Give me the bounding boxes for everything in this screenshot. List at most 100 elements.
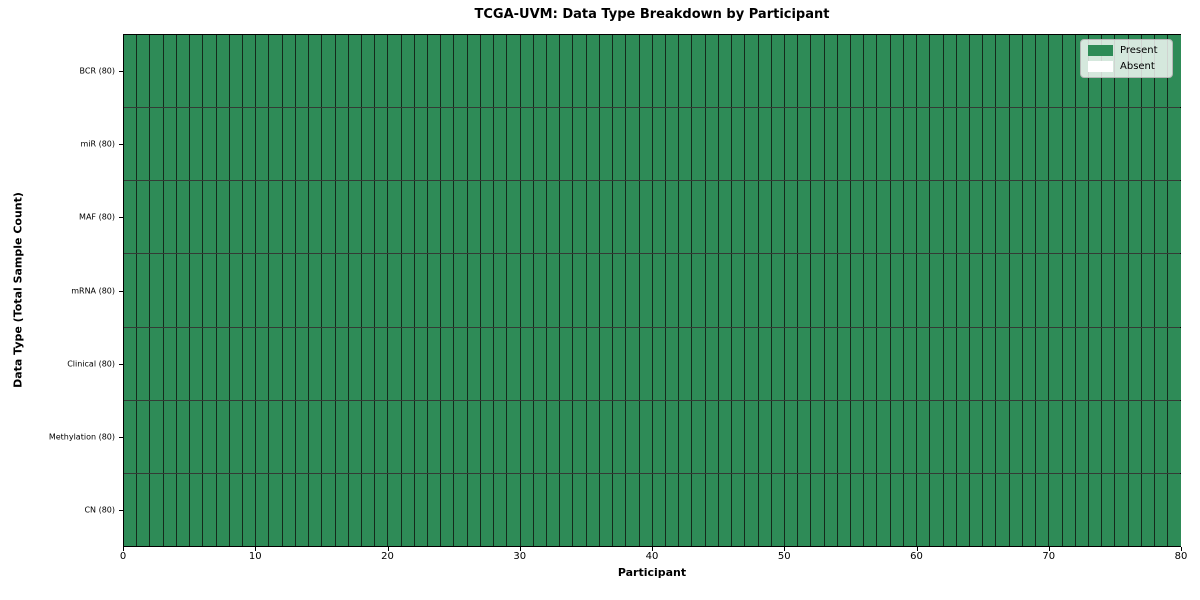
heatmap-cell [586,400,600,473]
heatmap-cell [573,473,587,546]
heatmap-cell [917,108,931,181]
heatmap-cell [851,254,865,327]
heatmap-cell [494,35,508,108]
heatmap-cell [1049,35,1063,108]
heatmap-cell [890,327,904,400]
heatmap-cell [851,35,865,108]
x-tick-mark [387,547,389,551]
heatmap-cell [203,473,217,546]
heatmap-cell [1128,108,1142,181]
y-tick-label: Methylation (80) [48,432,115,442]
heatmap-cell [613,35,627,108]
heatmap-cell [190,473,204,546]
heatmap-row [124,181,1181,255]
heatmap-cell [375,254,389,327]
heatmap-cell [124,108,138,181]
heatmap-cell [1102,400,1116,473]
heatmap-cell [996,254,1010,327]
heatmap-cell [441,181,455,254]
heatmap-cell [124,181,138,254]
heatmap-cell [163,181,177,254]
heatmap-cell [890,400,904,473]
heatmap-cell [956,35,970,108]
heatmap-cell [203,108,217,181]
heatmap-cell [784,473,799,546]
heatmap-cell [758,473,772,546]
heatmap-cell [520,327,534,400]
heatmap-cell [824,35,838,108]
heatmap-cell [467,181,481,254]
heatmap-cell [705,254,719,327]
y-tick-mark [119,70,123,72]
heatmap-cell [375,327,389,400]
heatmap-cell [864,327,878,400]
heatmap-cell [229,254,243,327]
heatmap-cell [1155,254,1169,327]
heatmap-cell [943,400,957,473]
heatmap-cell [1049,108,1063,181]
heatmap-cell [1036,400,1050,473]
heatmap-cell [282,181,296,254]
heatmap-cell [903,181,918,254]
heatmap-cell [256,181,270,254]
heatmap-cell [1115,327,1129,400]
heatmap-cell [1049,254,1063,327]
heatmap-cell [1128,254,1142,327]
heatmap-cell [1141,254,1156,327]
heatmap-cell [137,35,151,108]
heatmap-cell [996,108,1010,181]
heatmap-cell [599,327,614,400]
y-tick-label: BCR (80) [79,66,115,76]
heatmap-cell [718,35,733,108]
heatmap-cell [137,400,151,473]
heatmap-cell [613,181,627,254]
heatmap-cell [1141,473,1156,546]
heatmap-cell [784,254,799,327]
x-tick-mark [255,547,257,551]
heatmap-cell [1075,400,1089,473]
heatmap-cell [335,327,349,400]
y-tick-mark [119,510,123,512]
heatmap-cell [1141,108,1156,181]
heatmap-cell [613,473,627,546]
heatmap-cell [401,400,415,473]
heatmap-cell [1155,108,1169,181]
heatmap-cell [507,181,521,254]
heatmap-cell [890,473,904,546]
heatmap-cell [190,327,204,400]
heatmap-cell [877,327,891,400]
heatmap-cell [150,473,164,546]
heatmap-cell [626,400,640,473]
heatmap-cell [1022,254,1037,327]
heatmap-cell [216,181,230,254]
heatmap-cell [480,181,495,254]
heatmap-cell [930,35,944,108]
heatmap-cell [599,254,614,327]
heatmap-cell [811,254,825,327]
heatmap-cell [996,327,1010,400]
heatmap-cell [295,108,310,181]
heatmap-cell [798,108,812,181]
heatmap-cell [388,35,402,108]
heatmap-cell [877,473,891,546]
chart-title: TCGA-UVM: Data Type Breakdown by Partici… [474,7,830,22]
heatmap-cell [930,473,944,546]
heatmap-cell [1009,35,1023,108]
heatmap-cell [851,108,865,181]
heatmap-cell [229,108,243,181]
heatmap-cell [824,181,838,254]
heatmap-cell [547,181,561,254]
heatmap-cell [692,400,706,473]
heatmap-cell [811,327,825,400]
heatmap-cell [983,181,997,254]
heatmap-cell [560,35,574,108]
heatmap-cell [547,400,561,473]
heatmap-cell [190,181,204,254]
heatmap-cell [586,254,600,327]
y-tick-label: mRNA (80) [71,286,115,295]
heatmap-cell [216,254,230,327]
heatmap-cell [335,254,349,327]
heatmap-cell [983,254,997,327]
heatmap-cell [745,108,759,181]
heatmap-row [124,254,1181,328]
